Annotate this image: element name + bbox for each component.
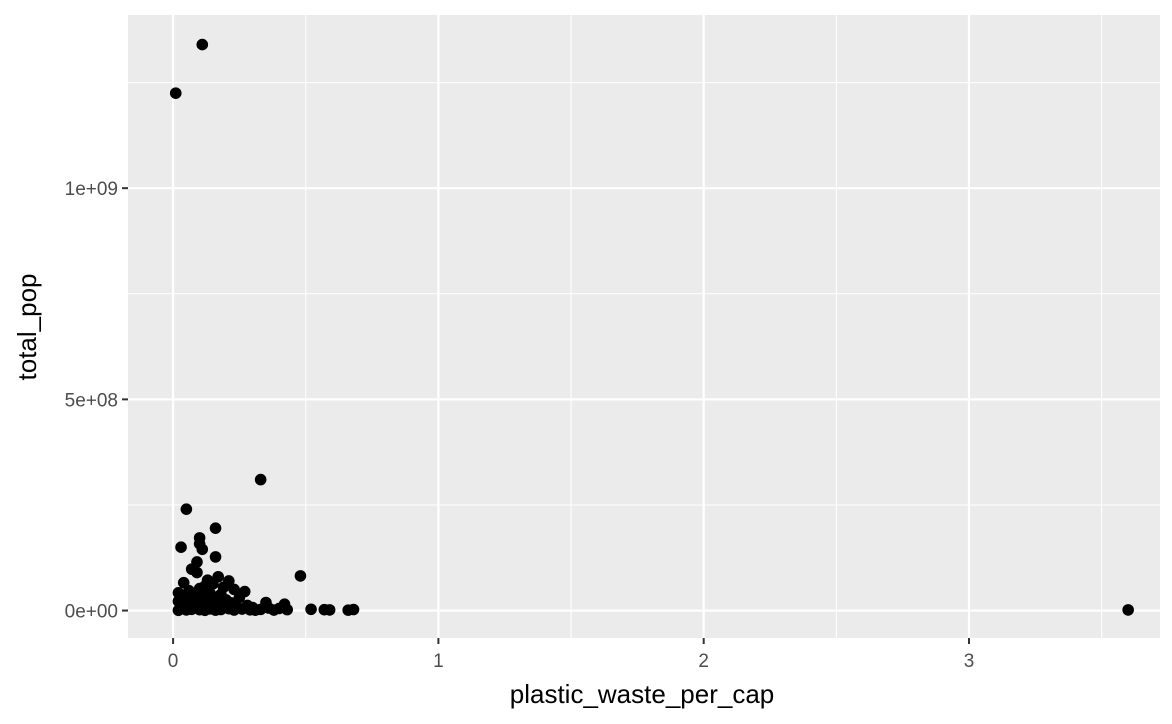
data-point	[209, 551, 222, 563]
x-tick-label: 1	[433, 651, 444, 672]
y-tick-label: 5e+08	[65, 390, 118, 411]
minor-gridlines	[128, 15, 1160, 638]
data-point	[172, 587, 185, 599]
data-point	[199, 604, 211, 617]
data-point	[268, 604, 280, 616]
data-points	[169, 38, 1134, 617]
x-tick-label: 0	[168, 651, 179, 672]
y-tick-label: 1e+09	[65, 179, 118, 200]
data-point	[347, 603, 360, 616]
data-point	[172, 604, 185, 617]
data-point	[294, 570, 307, 582]
data-point	[209, 522, 222, 534]
data-point	[196, 38, 209, 51]
data-point	[249, 604, 262, 617]
x-tick-label: 2	[698, 651, 709, 672]
data-point	[196, 543, 209, 556]
data-point	[254, 473, 267, 486]
data-point	[323, 604, 336, 616]
data-point	[209, 604, 222, 616]
data-point	[180, 503, 193, 515]
y-axis-title: total_pop	[12, 274, 42, 381]
axis-ticks: 0 1 2 3 0e+00 5e+08 1e+09	[65, 179, 975, 672]
data-point	[1122, 604, 1134, 616]
x-tick-label: 3	[964, 651, 975, 672]
data-point	[175, 541, 187, 553]
major-gridlines	[128, 15, 1160, 638]
data-point	[191, 566, 203, 579]
plot-panel	[128, 15, 1160, 638]
x-axis-title: plastic_waste_per_cap	[510, 679, 775, 709]
data-point	[169, 87, 182, 99]
data-point	[305, 603, 317, 616]
data-point	[281, 603, 293, 616]
data-point	[228, 604, 240, 616]
y-tick-label: 0e+00	[65, 602, 118, 623]
